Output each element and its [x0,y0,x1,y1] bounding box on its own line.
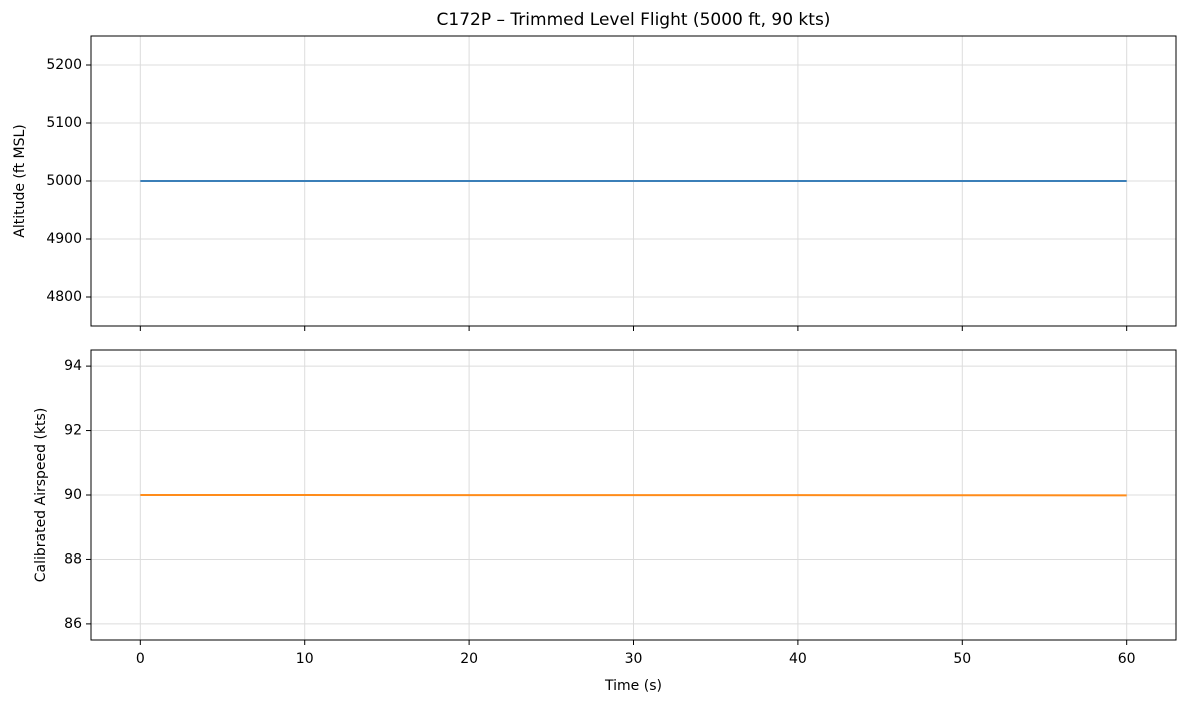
x-tick-label: 10 [296,651,314,667]
y-tick-label: 94 [64,358,82,374]
y-tick-label: 88 [64,551,82,567]
y-tick-label: 90 [64,487,82,503]
plot-frame [90,349,1177,641]
y-axis-label: Altitude (ft MSL) [12,124,28,237]
y-tick-label: 4800 [46,289,82,305]
x-tick-label: 60 [1118,651,1136,667]
x-tick-label: 50 [953,651,971,667]
y-tick-label: 92 [64,423,82,439]
x-tick-label: 0 [136,651,145,667]
x-axis-label: Time (s) [604,678,662,694]
x-tick-label: 30 [625,651,643,667]
x-tick-label: 20 [460,651,478,667]
chart-title: C172P – Trimmed Level Flight (5000 ft, 9… [437,10,831,30]
y-tick-label: 5200 [46,57,82,73]
y-axis-label: Calibrated Airspeed (kts) [33,408,49,583]
y-tick-label: 5100 [46,115,82,131]
x-tick-label: 40 [789,651,807,667]
y-tick-label: 86 [64,616,82,632]
y-tick-label: 4900 [46,231,82,247]
plot-frame [90,35,1177,327]
y-tick-label: 5000 [46,173,82,189]
